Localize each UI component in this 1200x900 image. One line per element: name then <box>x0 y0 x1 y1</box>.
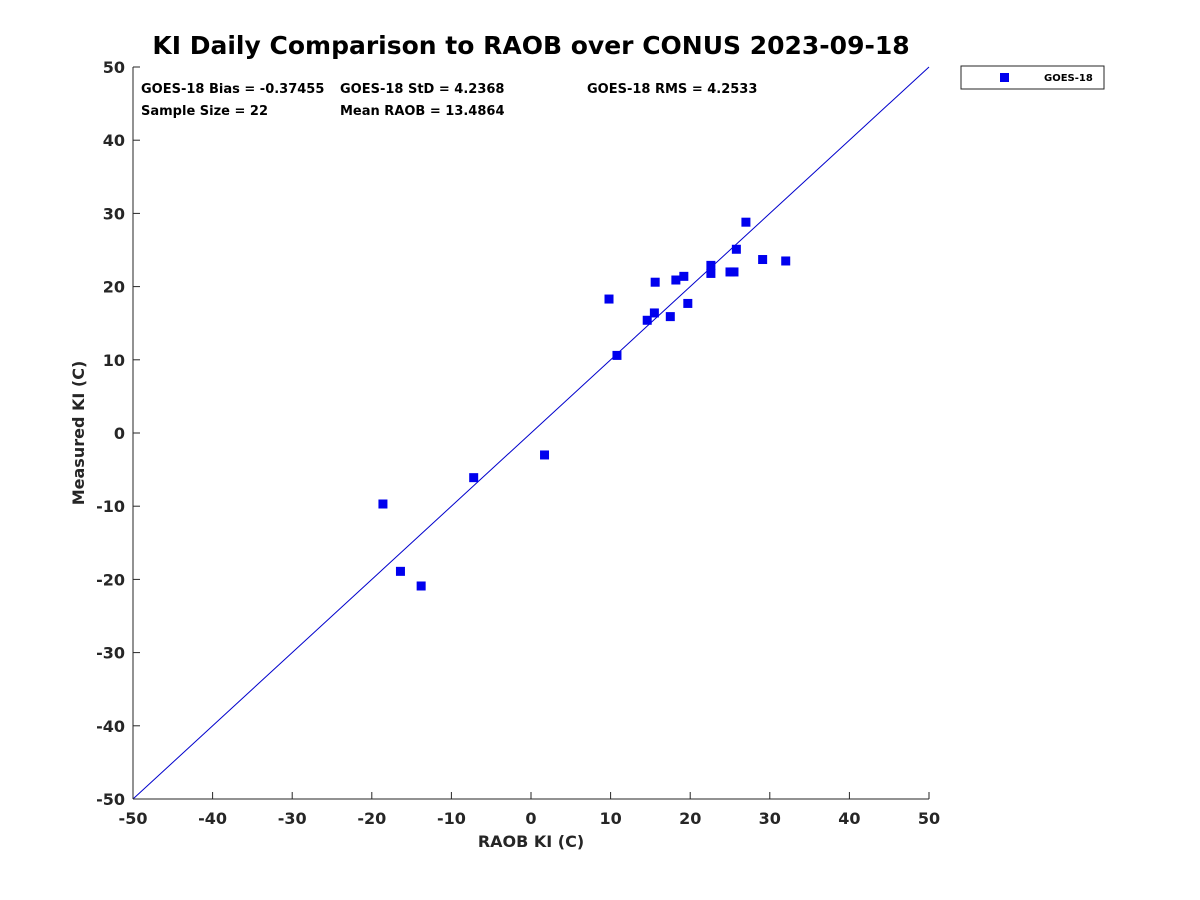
stats-annotations: GOES-18 Bias = -0.37455 GOES-18 StD = 4.… <box>141 82 757 119</box>
x-tick-label: 10 <box>599 809 621 828</box>
data-point <box>416 581 426 591</box>
y-tick-label: -20 <box>96 570 125 589</box>
stat-sample-size: Sample Size = 22 <box>141 104 268 119</box>
y-axis-ticks: -50 -40 -30 -20 -10 0 10 20 30 40 50 <box>96 58 140 809</box>
x-tick-label: -40 <box>198 809 227 828</box>
stat-bias: GOES-18 Bias = -0.37455 <box>141 82 324 97</box>
x-tick-label: -30 <box>278 809 307 828</box>
x-axis-ticks: -50 -40 -30 -20 -10 0 10 20 30 40 50 <box>119 792 940 828</box>
reference-line-layer <box>132 66 930 800</box>
data-point <box>781 256 791 266</box>
y-tick-label: 0 <box>114 424 125 443</box>
x-tick-label: 40 <box>838 809 860 828</box>
x-tick-label: 0 <box>525 809 536 828</box>
stat-rms: GOES-18 RMS = 4.2533 <box>587 82 757 97</box>
y-tick-label: 20 <box>103 278 125 297</box>
data-point <box>395 566 405 576</box>
legend-marker-icon <box>1000 73 1009 82</box>
legend-label: GOES-18 <box>1044 73 1093 84</box>
one-to-one-line <box>132 66 930 800</box>
data-point <box>665 312 675 322</box>
y-tick-label: 50 <box>103 58 125 77</box>
y-axis-label: Measured KI (C) <box>69 361 88 506</box>
x-tick-label: 50 <box>918 809 940 828</box>
y-tick-label: 40 <box>103 131 125 150</box>
y-tick-label: -40 <box>96 717 125 736</box>
stat-std: GOES-18 StD = 4.2368 <box>340 82 504 97</box>
legend-box <box>960 65 1105 90</box>
chart-title: KI Daily Comparison to RAOB over CONUS 2… <box>152 31 909 60</box>
data-point <box>469 473 479 483</box>
data-point <box>378 499 388 509</box>
stat-mean-raob: Mean RAOB = 13.4864 <box>340 104 505 119</box>
data-point <box>650 277 660 287</box>
data-point <box>649 308 659 318</box>
y-tick-label: -30 <box>96 644 125 663</box>
data-point <box>706 260 716 270</box>
data-point <box>729 267 739 277</box>
data-point <box>671 275 681 285</box>
y-tick-label: -10 <box>96 497 125 516</box>
data-point <box>683 298 693 308</box>
y-tick-label: 10 <box>103 351 125 370</box>
x-axis-label: RAOB KI (C) <box>478 832 584 851</box>
data-points-layer <box>378 217 791 591</box>
x-tick-label: -20 <box>357 809 386 828</box>
x-tick-label: 20 <box>679 809 701 828</box>
x-tick-label: 30 <box>759 809 781 828</box>
plot-area: -50 -40 -30 -20 -10 0 10 20 30 40 50 -50-40-30-20-… <box>96 58 940 828</box>
data-point <box>642 315 652 325</box>
data-point <box>741 217 751 227</box>
y-tick-label: -50 <box>96 790 125 809</box>
y-tick-label: 30 <box>103 204 125 223</box>
data-point <box>706 268 716 278</box>
x-tick-label: -10 <box>437 809 466 828</box>
legend: GOES-18 <box>960 65 1105 90</box>
data-point <box>731 244 741 254</box>
x-tick-label: -50 <box>119 809 148 828</box>
data-point <box>612 350 622 360</box>
data-point <box>540 450 550 460</box>
data-point <box>679 271 689 281</box>
data-point <box>758 255 768 265</box>
data-point <box>604 294 614 304</box>
